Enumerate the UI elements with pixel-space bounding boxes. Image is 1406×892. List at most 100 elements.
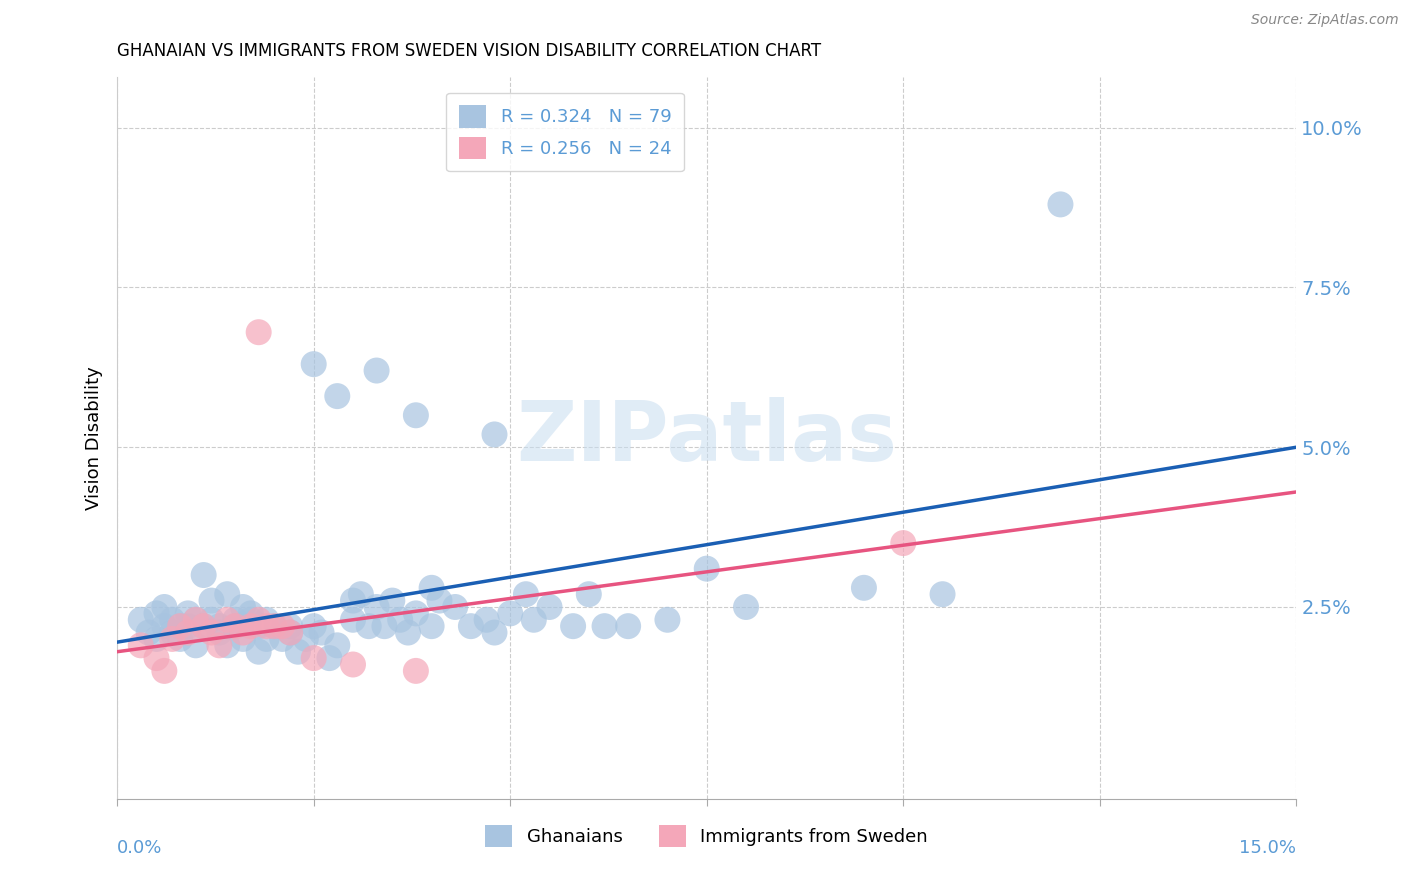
Point xyxy=(153,619,176,633)
Point xyxy=(366,599,388,614)
Point xyxy=(169,619,191,633)
Point xyxy=(256,613,278,627)
Point xyxy=(184,613,207,627)
Point xyxy=(256,619,278,633)
Text: 15.0%: 15.0% xyxy=(1239,838,1296,857)
Point xyxy=(239,619,262,633)
Point xyxy=(239,613,262,627)
Point xyxy=(129,613,152,627)
Point xyxy=(405,409,427,423)
Point xyxy=(145,632,167,646)
Point xyxy=(396,625,419,640)
Point xyxy=(523,613,546,627)
Point xyxy=(232,625,254,640)
Point xyxy=(617,619,640,633)
Point xyxy=(200,613,222,627)
Point xyxy=(193,619,215,633)
Point xyxy=(169,619,191,633)
Point xyxy=(326,389,349,403)
Point xyxy=(256,632,278,646)
Point xyxy=(160,632,183,646)
Point xyxy=(138,625,160,640)
Point xyxy=(562,619,585,633)
Point xyxy=(208,625,231,640)
Point xyxy=(193,619,215,633)
Point xyxy=(342,657,364,672)
Point xyxy=(295,632,318,646)
Point xyxy=(193,568,215,582)
Point xyxy=(263,619,285,633)
Point xyxy=(931,587,953,601)
Point xyxy=(420,619,443,633)
Point xyxy=(278,625,301,640)
Point xyxy=(484,427,506,442)
Point xyxy=(1049,197,1071,211)
Text: Source: ZipAtlas.com: Source: ZipAtlas.com xyxy=(1251,13,1399,28)
Point xyxy=(366,363,388,377)
Point xyxy=(232,599,254,614)
Point xyxy=(475,613,498,627)
Point xyxy=(200,593,222,607)
Point xyxy=(696,561,718,575)
Point xyxy=(200,625,222,640)
Point xyxy=(169,632,191,646)
Point xyxy=(538,599,561,614)
Point xyxy=(405,607,427,621)
Point xyxy=(373,619,395,633)
Point xyxy=(287,645,309,659)
Point xyxy=(145,651,167,665)
Point xyxy=(129,638,152,652)
Point xyxy=(852,581,875,595)
Point xyxy=(302,619,325,633)
Point xyxy=(657,613,679,627)
Point xyxy=(891,536,914,550)
Point xyxy=(302,651,325,665)
Point xyxy=(578,587,600,601)
Point xyxy=(278,619,301,633)
Point xyxy=(217,638,239,652)
Point xyxy=(429,593,451,607)
Point xyxy=(271,632,294,646)
Point xyxy=(153,599,176,614)
Point xyxy=(160,613,183,627)
Point xyxy=(405,664,427,678)
Point xyxy=(247,325,270,339)
Point xyxy=(278,625,301,640)
Point xyxy=(357,619,380,633)
Point xyxy=(389,613,412,627)
Point xyxy=(145,607,167,621)
Point xyxy=(184,638,207,652)
Point xyxy=(184,613,207,627)
Point xyxy=(444,599,467,614)
Point xyxy=(247,613,270,627)
Point xyxy=(232,632,254,646)
Point xyxy=(381,593,404,607)
Text: ZIPatlas: ZIPatlas xyxy=(516,397,897,478)
Point xyxy=(208,619,231,633)
Point xyxy=(420,581,443,595)
Point xyxy=(247,619,270,633)
Text: GHANAIAN VS IMMIGRANTS FROM SWEDEN VISION DISABILITY CORRELATION CHART: GHANAIAN VS IMMIGRANTS FROM SWEDEN VISIO… xyxy=(117,42,821,60)
Point xyxy=(239,607,262,621)
Point xyxy=(217,613,239,627)
Point xyxy=(484,625,506,640)
Point xyxy=(153,664,176,678)
Point xyxy=(177,607,200,621)
Point xyxy=(271,619,294,633)
Legend: R = 0.324   N = 79, R = 0.256   N = 24: R = 0.324 N = 79, R = 0.256 N = 24 xyxy=(447,93,683,171)
Y-axis label: Vision Disability: Vision Disability xyxy=(86,366,103,509)
Point xyxy=(224,619,246,633)
Point xyxy=(350,587,373,601)
Point xyxy=(460,619,482,633)
Point xyxy=(499,607,522,621)
Point xyxy=(735,599,758,614)
Point xyxy=(263,619,285,633)
Point xyxy=(224,613,246,627)
Text: 0.0%: 0.0% xyxy=(117,838,163,857)
Point xyxy=(342,613,364,627)
Point xyxy=(160,625,183,640)
Point xyxy=(224,619,246,633)
Point xyxy=(217,587,239,601)
Point xyxy=(515,587,537,601)
Point xyxy=(302,357,325,371)
